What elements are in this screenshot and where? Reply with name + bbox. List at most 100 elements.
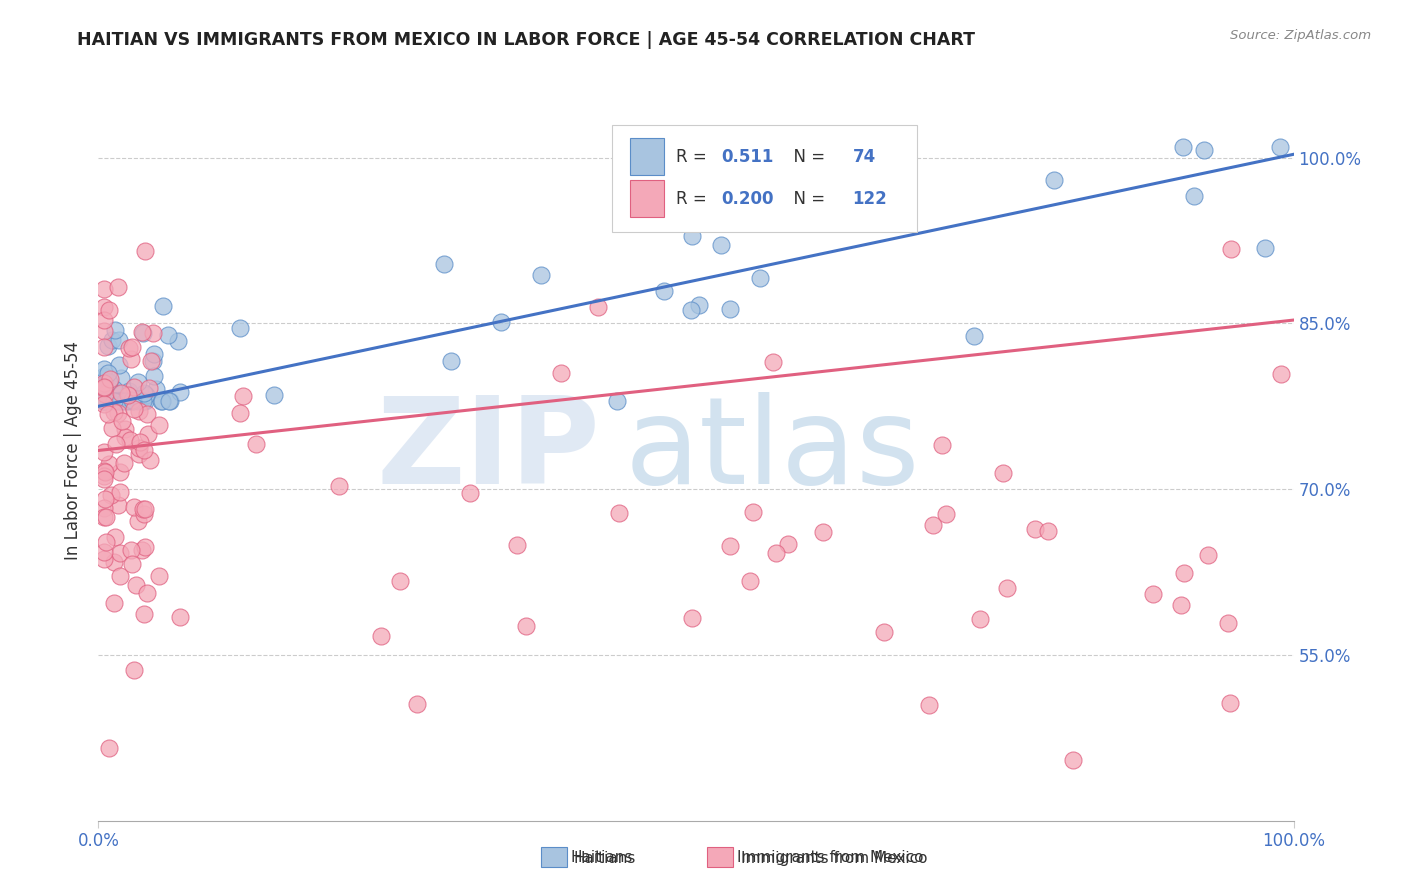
Point bbox=[969, 612, 991, 626]
Point bbox=[718, 539, 741, 553]
Point bbox=[742, 505, 765, 519]
Point bbox=[167, 334, 190, 348]
Point bbox=[112, 456, 135, 470]
Point bbox=[93, 381, 115, 395]
Point bbox=[103, 393, 125, 408]
Point bbox=[1220, 243, 1243, 257]
Point bbox=[108, 546, 131, 560]
Point bbox=[762, 355, 785, 369]
Point bbox=[263, 388, 285, 402]
Point bbox=[104, 529, 127, 543]
Point bbox=[110, 371, 132, 385]
Point bbox=[405, 697, 427, 711]
Point bbox=[96, 534, 118, 549]
Point bbox=[93, 469, 115, 483]
Point bbox=[93, 380, 115, 394]
Text: N =: N = bbox=[783, 147, 835, 166]
Point bbox=[1192, 143, 1215, 157]
Point bbox=[128, 403, 150, 417]
Text: 122: 122 bbox=[852, 190, 887, 208]
Point bbox=[136, 426, 159, 441]
Point bbox=[93, 387, 115, 401]
Point bbox=[1171, 139, 1194, 153]
Point bbox=[97, 457, 120, 471]
Point bbox=[607, 506, 630, 520]
Point bbox=[97, 339, 120, 353]
Point bbox=[97, 408, 120, 422]
Point bbox=[134, 244, 156, 258]
Point bbox=[103, 393, 125, 408]
Point bbox=[93, 393, 115, 408]
Point bbox=[1270, 367, 1292, 381]
Point bbox=[710, 238, 733, 252]
Text: Source: ZipAtlas.com: Source: ZipAtlas.com bbox=[1230, 29, 1371, 42]
Point bbox=[152, 299, 174, 313]
Y-axis label: In Labor Force | Age 45-54: In Labor Force | Age 45-54 bbox=[63, 341, 82, 560]
Point bbox=[122, 500, 145, 514]
Point bbox=[93, 393, 115, 408]
Point bbox=[129, 434, 152, 449]
Point bbox=[110, 385, 132, 400]
Point bbox=[93, 340, 115, 354]
Text: Immigrants from Mexico: Immigrants from Mexico bbox=[741, 851, 928, 865]
Text: R =: R = bbox=[676, 190, 717, 208]
Point bbox=[127, 376, 149, 390]
Point bbox=[749, 270, 772, 285]
Text: R =: R = bbox=[676, 147, 717, 166]
Point bbox=[93, 313, 115, 327]
Point bbox=[93, 396, 115, 410]
Point bbox=[108, 568, 131, 582]
Text: 0.200: 0.200 bbox=[721, 190, 773, 208]
Point bbox=[139, 453, 162, 467]
Point bbox=[1173, 566, 1195, 580]
Point bbox=[98, 376, 121, 390]
Point bbox=[370, 630, 392, 644]
Point bbox=[142, 326, 165, 340]
Point bbox=[433, 257, 456, 271]
Point bbox=[1216, 615, 1239, 630]
Point bbox=[93, 393, 115, 408]
Point bbox=[93, 368, 115, 383]
Point bbox=[134, 443, 156, 458]
Point bbox=[93, 376, 115, 390]
Point bbox=[439, 354, 461, 368]
Point bbox=[107, 359, 129, 373]
Point bbox=[738, 574, 761, 588]
Point bbox=[110, 393, 132, 408]
Text: N =: N = bbox=[783, 190, 831, 208]
Point bbox=[935, 507, 957, 521]
Point bbox=[105, 436, 128, 450]
Point bbox=[120, 351, 142, 366]
Text: atlas: atlas bbox=[624, 392, 920, 509]
Point bbox=[96, 366, 118, 380]
Point bbox=[97, 393, 120, 408]
Point bbox=[1270, 139, 1292, 153]
Point bbox=[107, 280, 129, 294]
Point bbox=[1024, 522, 1046, 536]
Point bbox=[1036, 524, 1059, 539]
FancyBboxPatch shape bbox=[630, 180, 664, 218]
Point bbox=[232, 389, 254, 403]
Point bbox=[991, 466, 1014, 480]
Text: Haitians: Haitians bbox=[571, 850, 633, 864]
Point bbox=[93, 501, 115, 516]
Text: 74: 74 bbox=[852, 147, 876, 166]
Point bbox=[229, 321, 252, 335]
Point bbox=[127, 393, 149, 408]
Point bbox=[128, 441, 150, 455]
Point bbox=[94, 492, 117, 507]
Point bbox=[121, 393, 143, 408]
Point bbox=[811, 524, 834, 539]
Point bbox=[108, 485, 131, 500]
Text: ▪: ▪ bbox=[716, 847, 733, 870]
FancyBboxPatch shape bbox=[613, 125, 917, 232]
Point bbox=[93, 378, 115, 392]
Point bbox=[121, 340, 143, 354]
Point bbox=[122, 380, 145, 394]
Point bbox=[679, 302, 702, 317]
Point bbox=[149, 393, 172, 408]
Point bbox=[228, 406, 250, 420]
Point bbox=[120, 433, 142, 447]
Point bbox=[1197, 548, 1219, 562]
Point bbox=[1254, 241, 1277, 255]
